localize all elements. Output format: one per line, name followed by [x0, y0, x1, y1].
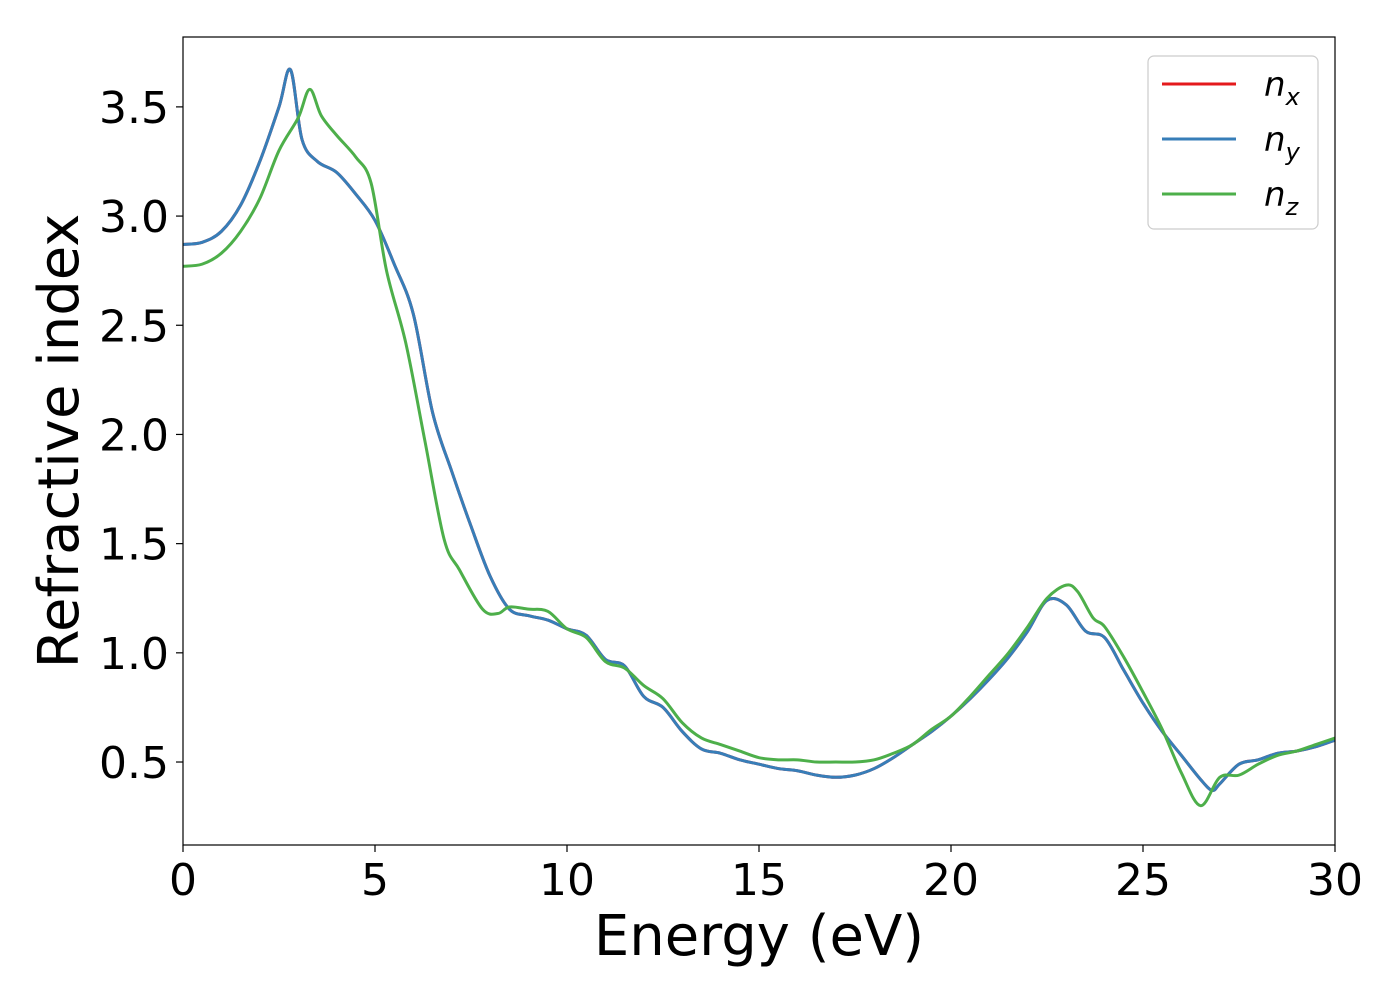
- y-tick-label: 0.5: [99, 738, 169, 789]
- y-tick-label: 2.0: [99, 410, 169, 461]
- x-axis: 0 5 10 15 20 25 30: [169, 845, 1363, 906]
- x-axis-label: Energy (eV): [594, 904, 924, 969]
- legend-label-nz: nz: [1264, 175, 1300, 221]
- legend-box: [1147, 55, 1319, 230]
- x-tick-label: 25: [1115, 855, 1171, 906]
- x-tick-label: 5: [361, 855, 389, 906]
- plot-background: [183, 37, 1335, 845]
- y-tick-label: 2.5: [99, 301, 169, 352]
- y-axis-label: Refractive index: [27, 214, 92, 669]
- y-tick-label: 3.0: [99, 192, 169, 243]
- y-tick-label: 1.5: [99, 520, 169, 571]
- x-tick-label: 30: [1307, 855, 1363, 906]
- series-line-nz: [183, 87, 1335, 808]
- y-tick-label: 3.5: [99, 83, 169, 134]
- y-axis: 0.5 1.0 1.5 2.0 2.5 3.0 3.5: [99, 83, 183, 789]
- legend-label-ny: ny: [1264, 120, 1301, 166]
- y-tick-label: 1.0: [99, 629, 169, 680]
- series-line-ny: [183, 67, 1335, 793]
- legend-label-nx: nx: [1264, 65, 1301, 111]
- x-tick-label: 20: [923, 855, 979, 906]
- x-tick-label: 15: [731, 855, 787, 906]
- x-tick-label: 0: [169, 855, 197, 906]
- x-tick-label: 10: [539, 855, 595, 906]
- series-layer: [183, 67, 1335, 808]
- legend: nx ny nz: [1147, 55, 1319, 230]
